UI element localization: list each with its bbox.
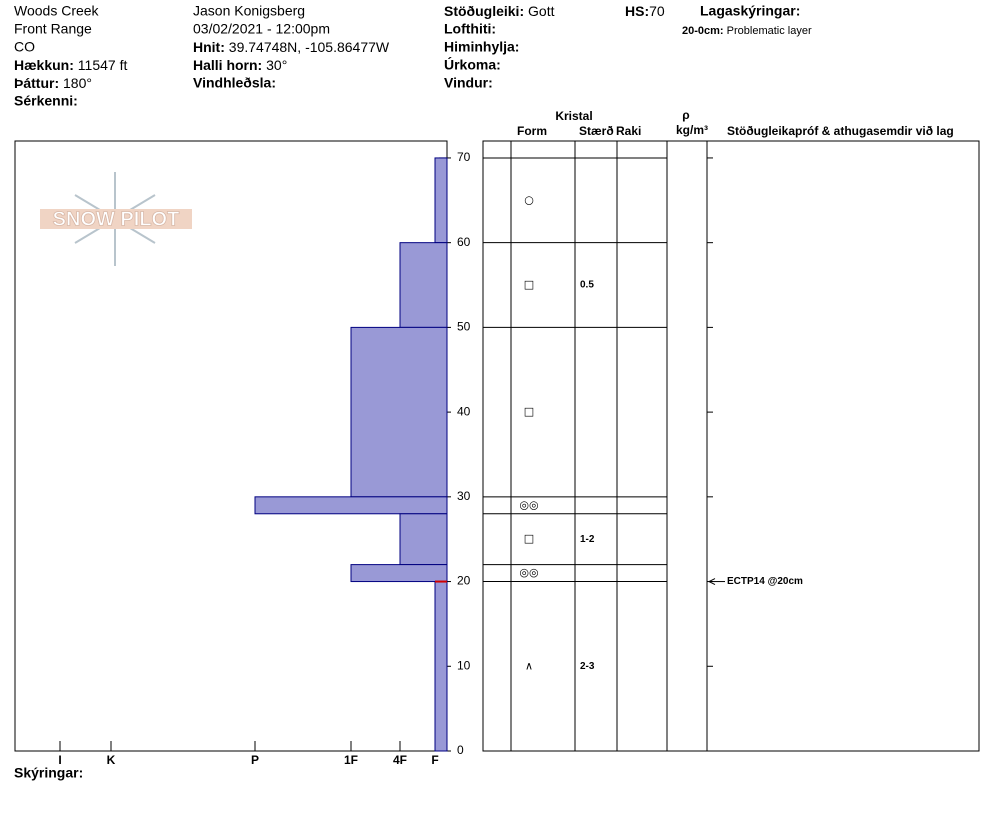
grain-form: ◎◎ <box>519 566 538 579</box>
hardness-bar <box>350 564 448 583</box>
column-header: kg/m³ <box>676 123 708 137</box>
field: Úrkoma: <box>444 56 501 73</box>
field: Vindur: <box>444 75 493 91</box>
location: Woods Creek <box>14 3 100 19</box>
grain-form: □ <box>524 278 534 291</box>
grain-size: 1-2 <box>580 534 595 545</box>
notes-label: Skýringar: <box>14 765 83 781</box>
logo-text: SNOW PILOT <box>53 208 180 230</box>
column-header: Kristal <box>555 109 592 123</box>
header: Woods Creek Front Range CO Hækkun: 11547… <box>14 3 812 109</box>
y-tick-label: 20 <box>457 574 471 588</box>
legend-entry: 20-0cm: Problematic layer <box>682 25 812 37</box>
column-header: Raki <box>616 124 641 138</box>
test-label: ECTP14 @20cm <box>727 576 803 587</box>
field: Vindhleðsla: <box>193 75 276 91</box>
field: Lofthiti: <box>444 21 496 37</box>
grain-form: ○ <box>524 193 534 206</box>
field: Hnit: 39.74748N, -105.86477W <box>193 39 390 55</box>
legend-title: Lagaskýringar: <box>700 3 800 19</box>
x-tick-label: 4F <box>393 753 407 767</box>
field: Þáttur: 180° <box>14 75 92 91</box>
logo: SNOW PILOT <box>40 172 192 266</box>
column-header: Form <box>517 124 547 138</box>
grain-form: □ <box>524 532 534 545</box>
observer: Jason Konigsberg <box>193 3 305 19</box>
y-tick-label: 70 <box>457 150 471 164</box>
datetime: 03/02/2021 - 12:00pm <box>193 21 330 37</box>
column-headers: Kristal Form Stærð Raki ρ kg/m³ Stöðugle… <box>517 108 954 138</box>
y-tick-label: 60 <box>457 235 471 249</box>
field: Himinhylja: <box>444 39 519 55</box>
y-tick-label: 50 <box>457 320 471 334</box>
y-tick-label: 0 <box>457 743 464 757</box>
hardness-bar <box>399 242 448 328</box>
hardness-bar <box>254 496 448 515</box>
hardness-bar <box>434 581 448 752</box>
hardness-bar <box>350 326 448 498</box>
grain-form: ∧ <box>525 659 533 672</box>
y-tick-label: 30 <box>457 489 471 503</box>
x-tick-label: 1F <box>344 753 358 767</box>
hardness-bar <box>399 513 448 566</box>
column-header: Stöðugleikapróf & athugasemdir við lag <box>727 124 954 138</box>
grain-form: ◎◎ <box>519 498 538 511</box>
field: Hækkun: 11547 ft <box>14 57 127 73</box>
arrow-head <box>708 578 716 586</box>
field: Stöðugleiki: Gott <box>444 3 555 19</box>
x-tick-label: K <box>107 753 116 767</box>
state: CO <box>14 39 35 55</box>
grain-size: 2-3 <box>580 661 595 672</box>
field: HS:70 <box>625 3 665 19</box>
y-tick-label: 40 <box>457 404 471 418</box>
table-frame <box>482 140 980 752</box>
y-tick-label: 10 <box>457 658 471 672</box>
hardness-bar <box>434 157 448 244</box>
column-header: Stærð <box>579 124 614 138</box>
x-tick-label: I <box>58 753 61 767</box>
range: Front Range <box>14 21 92 37</box>
field: Sérkenni: <box>14 93 78 109</box>
grain-form: □ <box>524 405 534 418</box>
grain-size: 0.5 <box>580 280 594 291</box>
column-header: ρ <box>682 108 689 122</box>
x-tick-label: F <box>431 753 438 767</box>
x-tick-label: P <box>251 753 259 767</box>
field: Halli horn: 30° <box>193 57 287 73</box>
